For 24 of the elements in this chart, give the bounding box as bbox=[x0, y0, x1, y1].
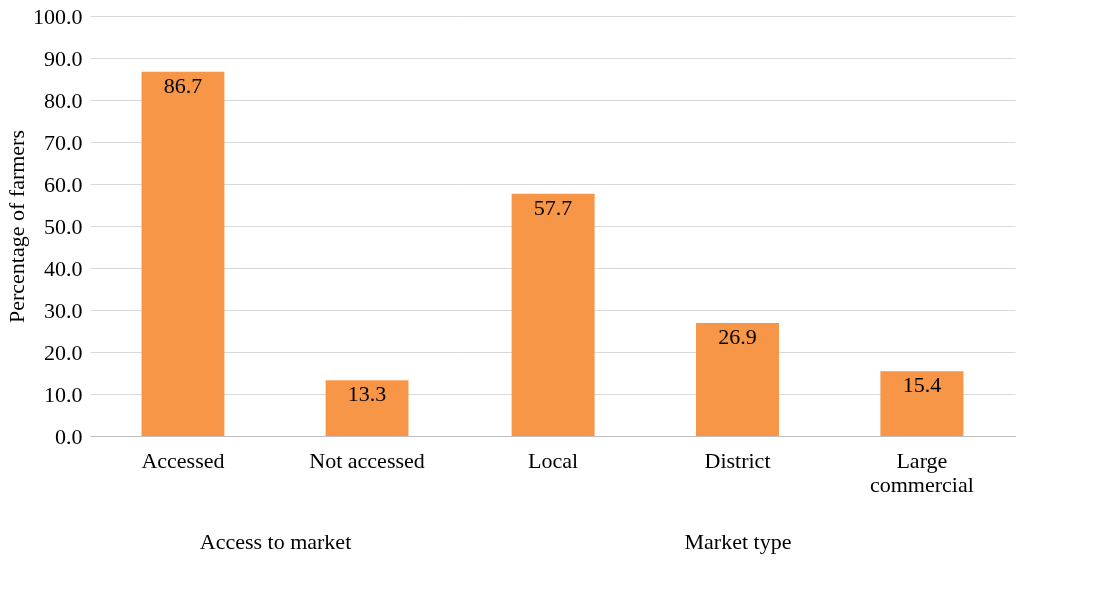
x-tick-label: Local bbox=[528, 447, 579, 473]
x-axis-title: Market type bbox=[684, 528, 792, 554]
x-axis-title: Access to market bbox=[199, 528, 352, 554]
y-tick-label: 30.0 bbox=[44, 297, 83, 323]
x-tick-label: Not accessed bbox=[309, 447, 425, 473]
x-tick-label: Large commercial bbox=[869, 447, 974, 497]
y-tick-label: 0.0 bbox=[55, 423, 83, 449]
y-tick-label: 80.0 bbox=[44, 87, 83, 113]
data-label: 26.9 bbox=[718, 324, 757, 350]
data-label: 86.7 bbox=[163, 72, 203, 98]
data-label: 15.4 bbox=[902, 372, 942, 398]
y-axis-title: Percentage of farmers bbox=[4, 129, 29, 324]
data-label: 13.3 bbox=[347, 381, 387, 407]
y-tick-label: 70.0 bbox=[44, 129, 83, 155]
y-tick-label: 60.0 bbox=[44, 171, 83, 197]
y-tick-label: 40.0 bbox=[44, 255, 83, 281]
y-tick-label: 10.0 bbox=[44, 381, 83, 407]
y-tick-label: 50.0 bbox=[44, 213, 83, 239]
y-tick-label: 20.0 bbox=[44, 339, 83, 365]
x-tick-label: District bbox=[704, 447, 771, 473]
y-tick-label: 90.0 bbox=[44, 45, 83, 71]
x-tick-label: Accessed bbox=[141, 447, 225, 473]
y-tick-label: 100.0 bbox=[33, 3, 83, 29]
data-label: 57.7 bbox=[533, 194, 573, 220]
